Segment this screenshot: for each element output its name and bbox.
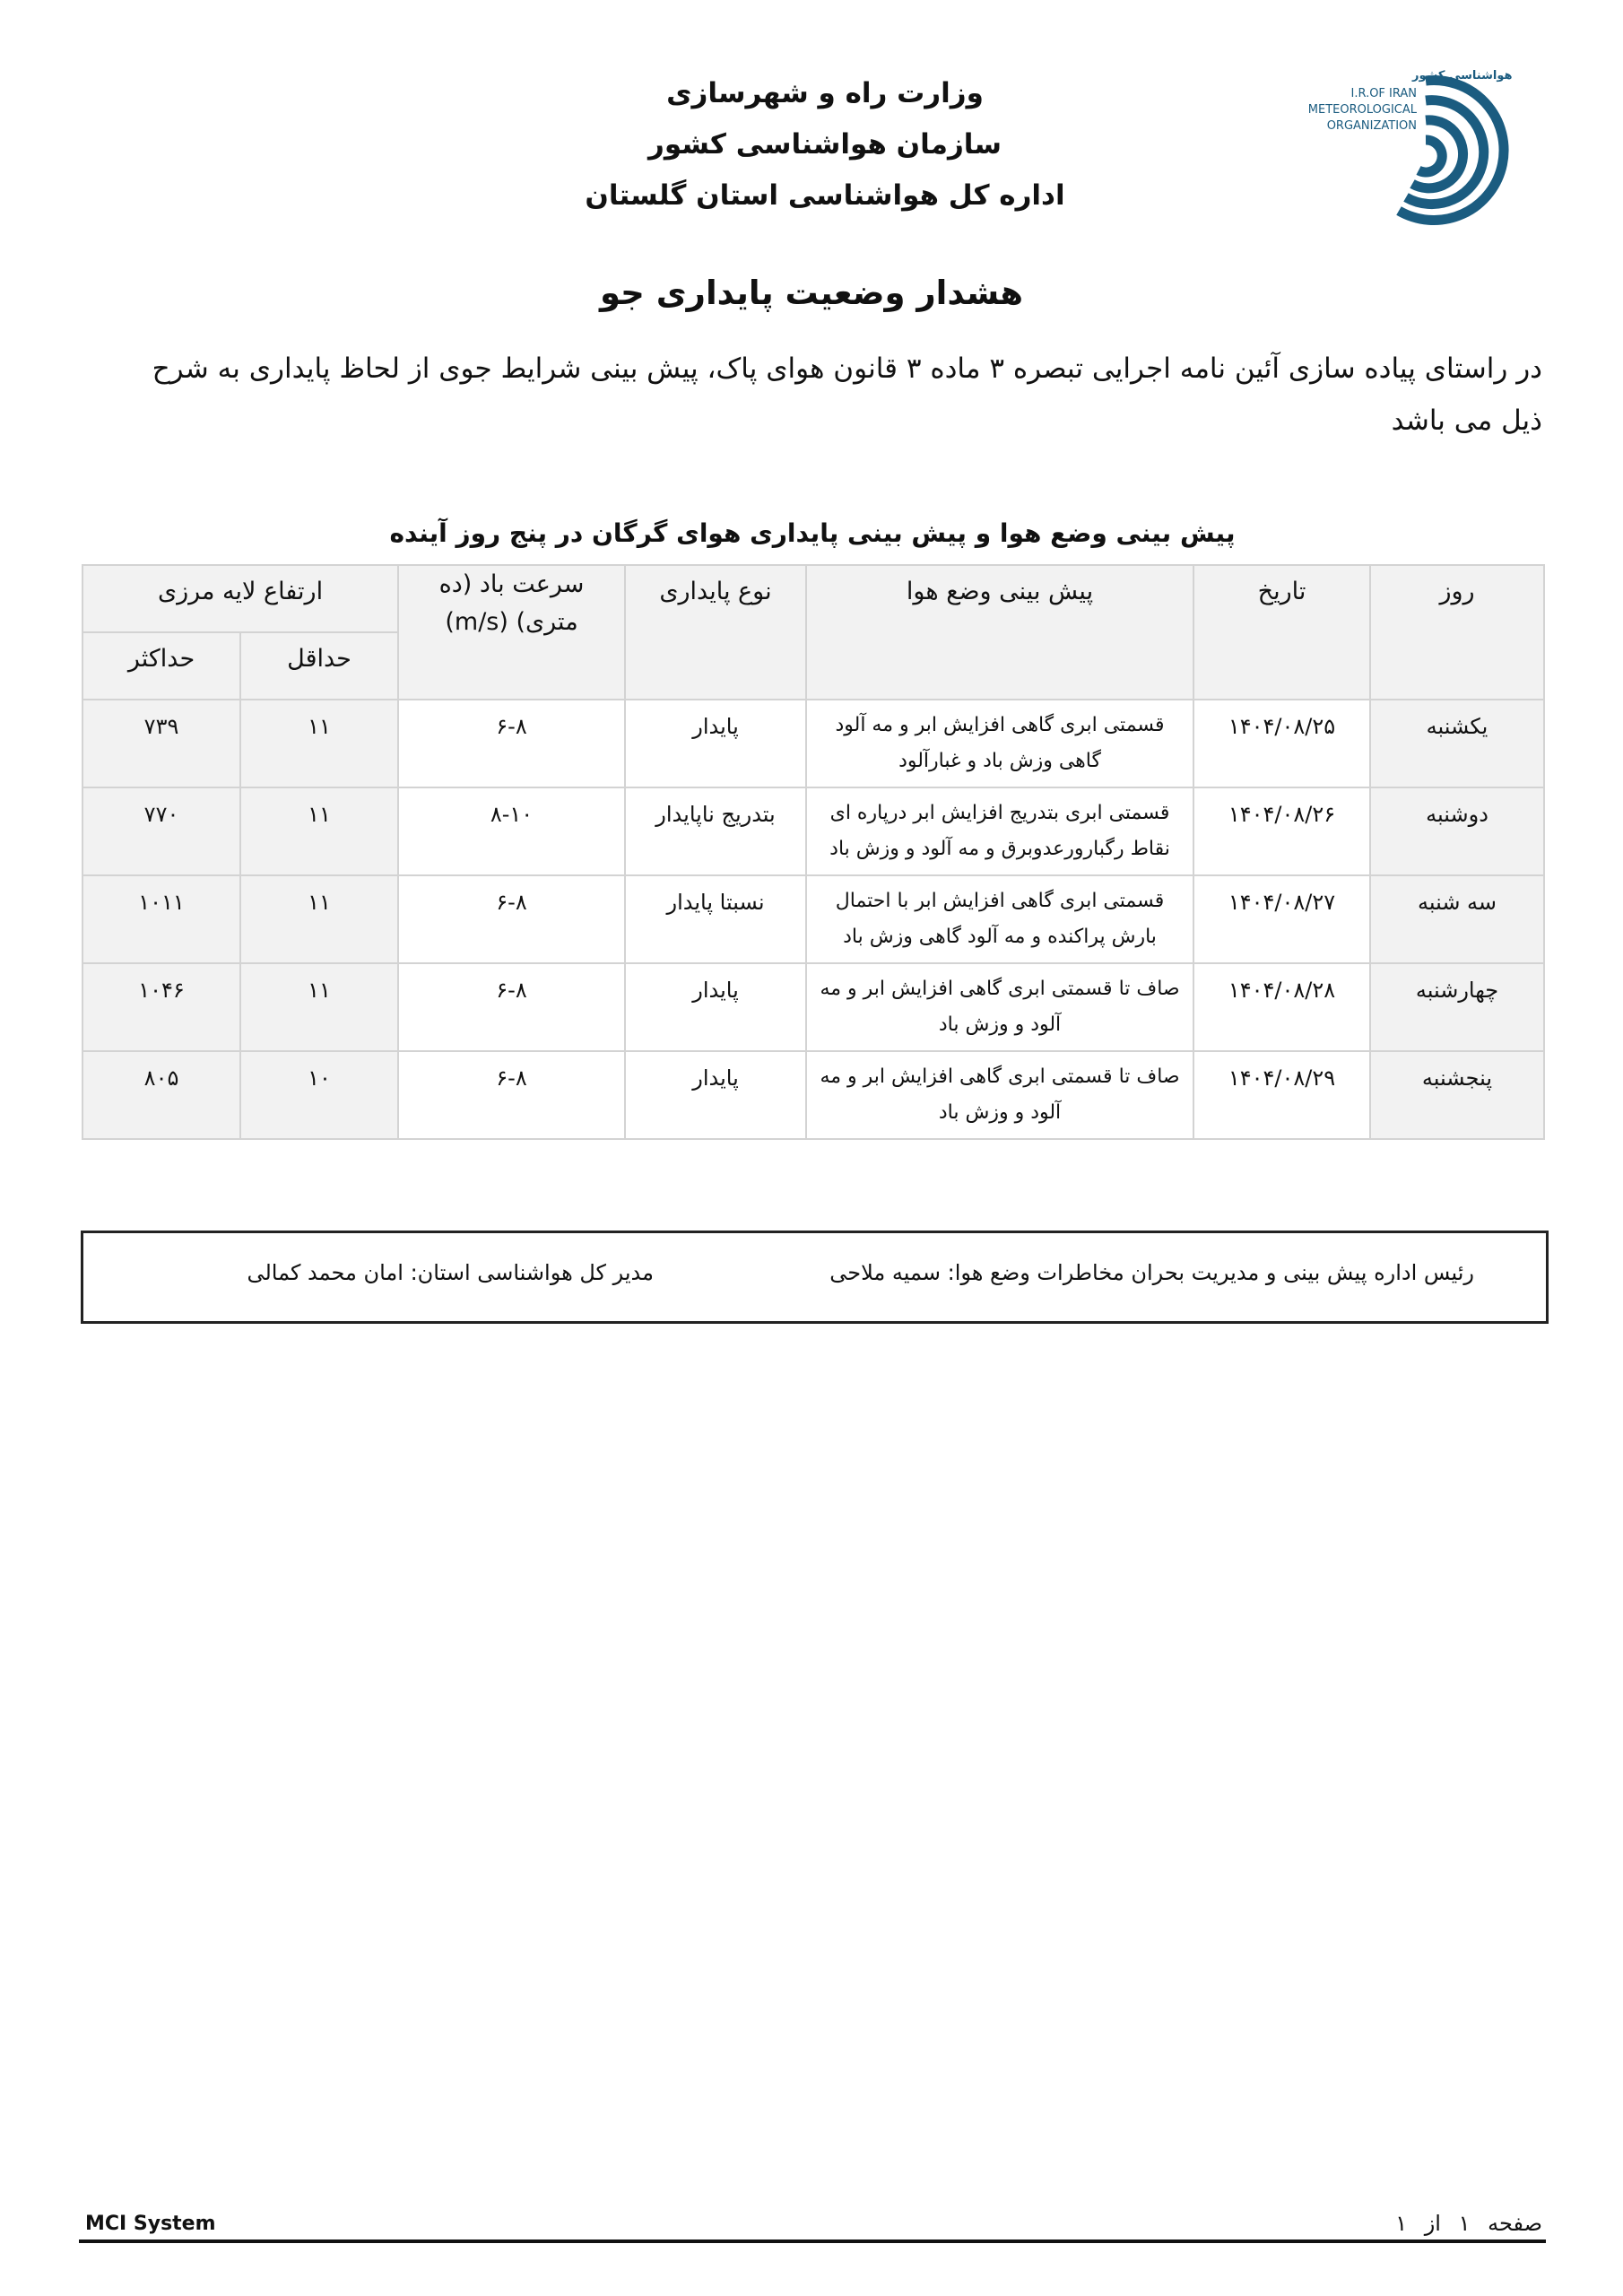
footer-system-name: MCI System xyxy=(85,2213,216,2235)
header-day: روز xyxy=(1369,564,1546,700)
cell-stability: پایدار xyxy=(624,699,808,788)
table-row: چهارشنبه ۱۴۰۴/۰۸/۲۸ صاف تا قسمتی ابری گاهی… xyxy=(81,962,1546,1052)
header-date: تاریخ xyxy=(1193,564,1372,700)
cell-min: ۱۱ xyxy=(239,962,400,1052)
cell-wind: ۶-۸ xyxy=(397,1050,627,1140)
header-wind-speed: سرعت باد (ده متری) (m/s) xyxy=(397,564,627,700)
ministry-name: وزارت راه و شهرسازی xyxy=(666,77,984,109)
cell-stability: بتدریج ناپایدار xyxy=(624,787,808,876)
cell-day: چهارشنبه xyxy=(1369,962,1546,1052)
table-row: سه شنبه ۱۴۰۴/۰۸/۲۷ قسمتی ابری گاهی افزایش … xyxy=(81,874,1546,964)
cell-max: ۸۰۵ xyxy=(81,1050,242,1140)
svg-text:سازمان هواشناسی کشور: سازمان هواشناسی کشور xyxy=(1411,69,1515,83)
forecast-head-signature: رئیس اداره پیش بینی و مدیریت بحران مخاطر… xyxy=(829,1260,1474,1285)
document-title: هشدار وضعیت پایداری جو xyxy=(599,274,1024,312)
cell-day: پنجشنبه xyxy=(1369,1050,1546,1140)
svg-text:METEOROLOGICAL: METEOROLOGICAL xyxy=(1308,103,1418,117)
cell-wind: ۶-۸ xyxy=(397,874,627,964)
table-row: یکشنبه ۱۴۰۴/۰۸/۲۵ قسمتی ابری گاهی افزایش ا… xyxy=(81,699,1546,788)
cell-wind: ۸-۱۰ xyxy=(397,787,627,876)
signature-box: رئیس اداره پیش بینی و مدیریت بحران مخاطر… xyxy=(81,1231,1549,1324)
cell-date: ۱۴۰۴/۰۸/۲۷ xyxy=(1193,874,1372,964)
intro-paragraph: در راستای پیاده سازی آئین نامه اجرایی تب… xyxy=(152,352,1542,437)
cell-stability: پایدار xyxy=(624,1050,808,1140)
provincial-office-name: اداره کل هواشناسی استان گلستان xyxy=(585,179,1065,212)
cell-forecast: قسمتی ابری گاهی افزایش ابر با احتمال بار… xyxy=(805,874,1195,964)
cell-forecast: قسمتی ابری گاهی افزایش ابر و مه آلود گاه… xyxy=(805,699,1195,788)
cell-day: سه شنبه xyxy=(1369,874,1546,964)
table-row: دوشنبه ۱۴۰۴/۰۸/۲۶ قسمتی ابری بتدریج افزایش… xyxy=(81,787,1546,876)
cell-forecast: قسمتی ابری بتدریج افزایش ابر درپاره ای ن… xyxy=(805,787,1195,876)
page-number: صفحه ۱ از ۱ xyxy=(1395,2211,1542,2236)
cell-max: ۷۷۰ xyxy=(81,787,242,876)
svg-text:ORGANIZATION: ORGANIZATION xyxy=(1327,119,1417,133)
table-row: پنجشنبه ۱۴۰۴/۰۸/۲۹ صاف تا قسمتی ابری گاهی … xyxy=(81,1050,1546,1140)
header-stability: نوع پایداری xyxy=(624,564,808,700)
cell-forecast: صاف تا قسمتی ابری گاهی افزایش ابر و مه آ… xyxy=(805,1050,1195,1140)
cell-min: ۱۱ xyxy=(239,699,400,788)
meteorological-organization-logo: سازمان هواشناسی کشور I.R.OF IRAN METEORO… xyxy=(1291,63,1560,233)
cell-date: ۱۴۰۴/۰۸/۲۸ xyxy=(1193,962,1372,1052)
footer-divider xyxy=(79,2239,1546,2243)
header-forecast: پیش بینی وضع هوا xyxy=(805,564,1195,700)
header-min: حداقل xyxy=(239,631,400,700)
svg-text:I.R.OF IRAN: I.R.OF IRAN xyxy=(1351,87,1417,100)
header-max: حداکثر xyxy=(81,631,242,700)
cell-forecast: صاف تا قسمتی ابری گاهی افزایش ابر و مه آ… xyxy=(805,962,1195,1052)
cell-day: دوشنبه xyxy=(1369,787,1546,876)
cell-day: یکشنبه xyxy=(1369,699,1546,788)
cell-max: ۱۰۱۱ xyxy=(81,874,242,964)
cell-max: ۱۰۴۶ xyxy=(81,962,242,1052)
cell-stability: پایدار xyxy=(624,962,808,1052)
cell-stability: نسبتا پایدار xyxy=(624,874,808,964)
cell-min: ۱۰ xyxy=(239,1050,400,1140)
forecast-table: روز تاریخ پیش بینی وضع هوا نوع پایداری س… xyxy=(81,564,1546,1140)
cell-date: ۱۴۰۴/۰۸/۲۹ xyxy=(1193,1050,1372,1140)
cell-min: ۱۱ xyxy=(239,787,400,876)
cell-min: ۱۱ xyxy=(239,874,400,964)
cell-wind: ۶-۸ xyxy=(397,699,627,788)
table-caption: پیش بینی وضع هوا و پیش بینی پایداری هوای… xyxy=(389,518,1236,548)
cell-max: ۷۳۹ xyxy=(81,699,242,788)
cell-date: ۱۴۰۴/۰۸/۲۵ xyxy=(1193,699,1372,788)
organization-name: سازمان هواشناسی کشور xyxy=(648,128,1002,161)
header-boundary-layer-height: ارتفاع لایه مرزی xyxy=(81,564,400,633)
cell-wind: ۶-۸ xyxy=(397,962,627,1052)
director-signature: مدیر کل هواشناسی استان: امان محمد کمالی xyxy=(247,1260,654,1285)
cell-date: ۱۴۰۴/۰۸/۲۶ xyxy=(1193,787,1372,876)
